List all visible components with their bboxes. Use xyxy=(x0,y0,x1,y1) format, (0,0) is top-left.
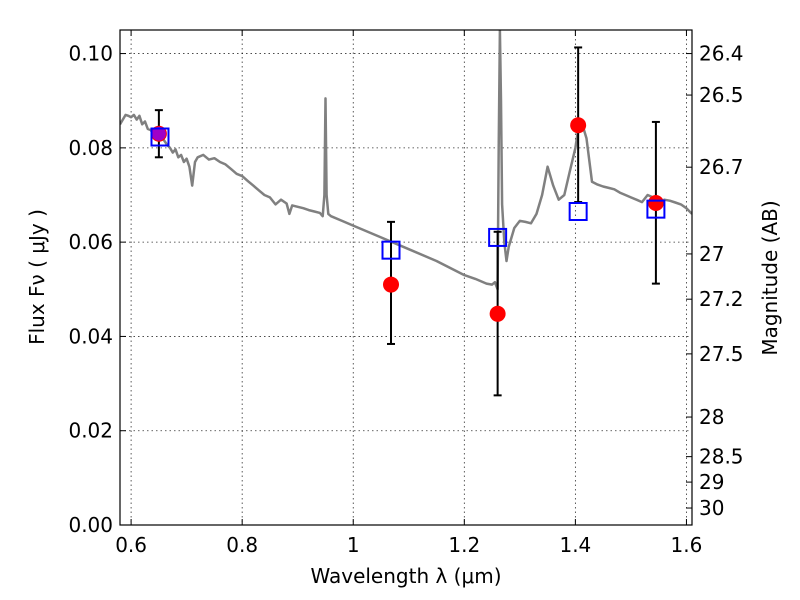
y2-axis-title: Magnitude (AB) xyxy=(758,200,782,355)
model-point xyxy=(646,199,666,219)
y-tick-label: 0.04 xyxy=(68,324,113,348)
grid-lines xyxy=(120,30,692,526)
y-tick-label: 0.08 xyxy=(68,136,113,160)
observed-point xyxy=(570,117,587,134)
y2-tick-label: 26.7 xyxy=(699,155,744,179)
y-axis-title: Flux Fν ( μJy ) xyxy=(25,209,49,345)
y2-tick-label: 26.5 xyxy=(699,83,744,107)
y2-tick-label: 27.5 xyxy=(699,342,744,366)
y-tick-label: 0.10 xyxy=(68,42,113,66)
axis-ticks: 0.6 0.8 1 1.2 1.4 1.6 0.00 0.02 0.04 0.06 0.08 0.10… xyxy=(68,30,744,557)
x-tick-label: 1 xyxy=(347,533,360,557)
x-axis-title: Wavelength λ (μm) xyxy=(310,564,501,588)
y2-tick-label: 27 xyxy=(699,242,724,266)
y2-tick-label: 28 xyxy=(699,405,724,429)
observed-point xyxy=(383,276,400,293)
y2-tick-label: 29 xyxy=(699,470,724,494)
x-tick-label: 0.6 xyxy=(115,533,147,557)
y-tick-label: 0.06 xyxy=(68,230,113,254)
highlight-point xyxy=(151,126,166,141)
x-tick-label: 1.6 xyxy=(671,533,703,557)
y2-tick-label: 26.4 xyxy=(699,42,744,66)
y-tick-label: 0.02 xyxy=(68,419,113,443)
model-point xyxy=(568,202,588,221)
x-tick-label: 1.2 xyxy=(448,533,480,557)
model-point xyxy=(488,227,508,247)
y2-tick-label: 30 xyxy=(699,496,724,520)
plot-series xyxy=(120,30,692,397)
observed-point xyxy=(489,305,506,322)
plot-frame xyxy=(119,29,693,526)
x-tick-label: 1.4 xyxy=(559,533,591,557)
model-spectrum-line xyxy=(120,30,692,291)
model-point xyxy=(381,240,401,260)
y2-tick-label: 27.2 xyxy=(699,287,744,311)
model-point xyxy=(150,127,170,147)
y2-tick-label: 28.5 xyxy=(699,445,744,469)
x-tick-label: 0.8 xyxy=(226,533,258,557)
y-tick-label: 0.00 xyxy=(68,513,113,537)
observed-point xyxy=(647,195,664,212)
